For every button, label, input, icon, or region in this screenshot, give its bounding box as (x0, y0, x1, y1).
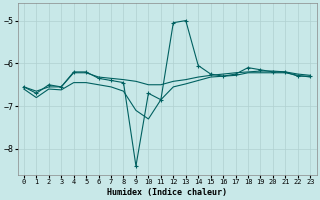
X-axis label: Humidex (Indice chaleur): Humidex (Indice chaleur) (107, 188, 227, 197)
